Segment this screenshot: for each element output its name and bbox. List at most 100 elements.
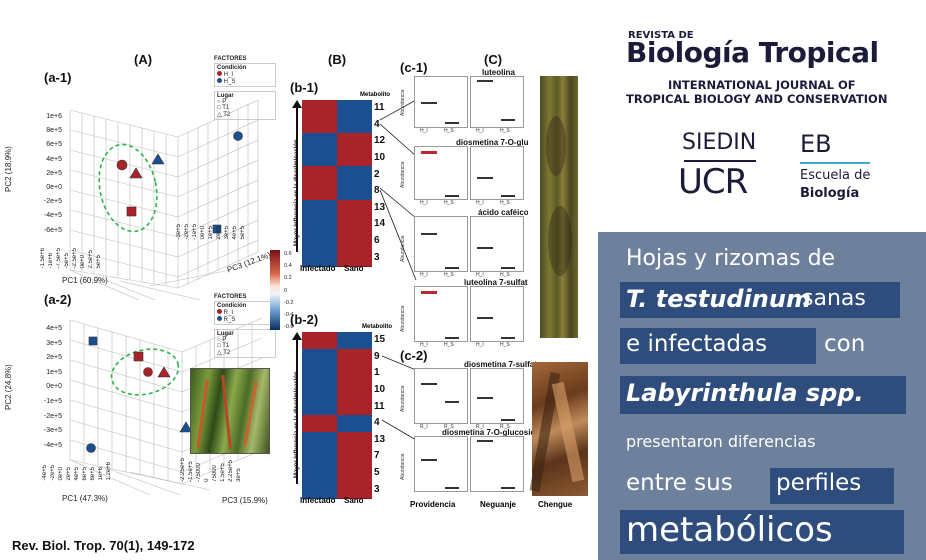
heatmap-metabolite-number: 4 (374, 118, 380, 130)
ucr-logo: UCR (678, 162, 748, 202)
heatmap-cell-infectado (302, 100, 337, 118)
heatmap-cell-sano (337, 183, 372, 201)
heatmap-metabolite-number: 10 (374, 152, 386, 164)
panel-label-A: (A) (134, 52, 153, 67)
heatmap-cell-sano (337, 100, 372, 118)
headline-sanas: sanas (802, 286, 866, 311)
boxplot-panel: luteolina Abundancia H_I H_S H_I H_S dio… (398, 68, 554, 500)
pca2-pc2-label: PC2 (24.8%) (4, 364, 13, 410)
heatmap-row: 1 (302, 365, 380, 383)
pca1-legend: FACTORES Condición H_I H_S Lugar ○ P □ T… (214, 56, 276, 120)
heatmap-cell-infectado (302, 332, 337, 350)
panel-label-a1: (a-1) (44, 70, 72, 85)
heatmap-cell-sano (337, 464, 372, 483)
heatmap-metabolite-number: 8 (374, 185, 380, 197)
journal-revista-de: REVISTA DE (628, 30, 694, 41)
heatmap-row: 4 (302, 116, 380, 135)
pca1-pc1-label: PC1 (60.9%) (62, 276, 108, 285)
headline-species: T. testudinum (626, 285, 811, 313)
pca2-pc1-label: PC1 (47.3%) (62, 494, 108, 503)
pca2-x-ticks: -4e+5 -2e+5 0e+0 2e+5 4e+5 6e+5 8e+5 1e+… (42, 462, 112, 481)
heatmap-metabolite-number: 13 (374, 433, 386, 445)
heatmap-cell-infectado (302, 183, 337, 201)
heatmap-cell-infectado (302, 415, 337, 433)
headline-entre-sus: entre sus (626, 470, 733, 496)
panel-label-c2: (c-2) (400, 348, 428, 363)
panel-label-b1: (b-1) (290, 80, 319, 95)
boxplot-title-diosmetina-glucosido: diosmetina 7-O-glucosido (456, 138, 555, 147)
eb-logo: EB (800, 130, 832, 158)
heatmap-metabolite-number: 13 (374, 201, 386, 213)
headline-highlight-4 (770, 468, 894, 504)
site-label-neguanje: Neguanje (480, 500, 517, 509)
heatmap-row: 13 (302, 431, 385, 450)
heatmap-cell-sano (337, 149, 372, 168)
heatmap-metabolite-number: 6 (374, 235, 380, 247)
headline-presentaron: presentaron diferencias (626, 432, 816, 451)
heatmap-cell-infectado (302, 464, 337, 483)
heatmap-cell-sano (337, 232, 372, 251)
heatmap-b1: 11 4 12 10 2 8 13 14 6 3 (302, 100, 392, 267)
heatmap-cell-sano (337, 216, 372, 234)
site-label-chengue: Chengue (538, 500, 573, 509)
heatmap-metabolite-number: 11 (374, 102, 385, 114)
heatmap-cell-infectado (302, 481, 337, 499)
heatmap-row: 11 (302, 100, 385, 118)
headline-highlight-1 (620, 282, 802, 318)
heatmap-color-scale (270, 250, 280, 330)
pca1-x-ticks: -1.5e+6 -1e+6 -7.5e+5 -5e+5 -2.5e+5 0e+0… (40, 248, 102, 269)
heatmap-metabolite-number: 11 (374, 400, 385, 412)
heatmap-row: 9 (302, 348, 380, 367)
heatmap-cell-sano (337, 249, 372, 267)
headline-con: con (824, 331, 866, 357)
heatmap-cell-infectado (302, 398, 337, 416)
headline-panel: Hojas y rizomas de T. testudinum sanas e… (598, 232, 926, 560)
boxplot-6a (414, 436, 468, 492)
headline-labyrinthula: Labyrinthula spp. (626, 379, 864, 407)
heatmap-b1-axis (292, 100, 304, 252)
heatmap-row: 2 (302, 166, 380, 184)
heatmap-cell-sano (337, 133, 372, 151)
heatmap-metabolite-number: 2 (374, 168, 380, 180)
headline-line-1: Hojas y rizomas de (626, 246, 836, 271)
pca2-legend: FACTORES Condición R_I R_S Lugar ○ P □ T… (214, 294, 276, 358)
heatmap-cell-infectado (302, 348, 337, 367)
journal-sub2: TROPICAL BIOLOGY AND CONSERVATION (626, 92, 888, 106)
seagrass-photo (190, 368, 270, 454)
eb-biologia: Biología (800, 186, 860, 201)
heatmap-cell-sano (337, 332, 372, 350)
boxplot-5a (414, 368, 468, 424)
heatmap-b2-metab-title: Metabolito (362, 324, 392, 330)
heatmap-metabolite-number: 3 (374, 251, 380, 263)
heatmap-b2-col-sano: Sano (344, 496, 364, 505)
heatmap-b1-metab-title: Metabolito (360, 92, 390, 98)
heatmap-row: 8 (302, 183, 380, 201)
heatmap-metabolite-number: 12 (374, 135, 386, 147)
heatmap-metabolite-number: 1 (374, 367, 380, 379)
boxplot-title-diosmetina-glucosido-2: diosmetina 7-O-glucosido (442, 428, 541, 437)
pca-plot-rhizomes (69, 317, 263, 496)
pca2-y-ticks: 4e+5 3e+5 2e+5 1e+5 0e+0 -1e+5 -2e+5 -3e+5 -4e+5 (43, 325, 62, 449)
heatmap-row: 5 (302, 464, 380, 483)
headline-highlight-3 (620, 376, 906, 414)
boxplot-3a (414, 216, 468, 272)
heatmap-b2: 15 9 1 10 11 4 13 7 5 3 (302, 332, 392, 499)
heatmap-cell-infectado (302, 365, 337, 383)
headline-highlight-1b (802, 282, 900, 318)
heatmap-b2-col-infectado: Infectado (300, 496, 336, 505)
heatmap-metabolite-number: 4 (374, 417, 380, 429)
boxplot-title-diosmetina-sulfato: diosmetina 7-sulfato (464, 360, 542, 369)
citation: Rev. Biol. Trop. 70(1), 149-172 (12, 538, 195, 553)
heatmap-cell-infectado (302, 199, 337, 218)
boxplot-2b (470, 146, 524, 200)
eb-escuela: Escuela de (800, 168, 871, 183)
panel-label-c1: (c-1) (400, 60, 428, 75)
boxplot-2a (414, 146, 468, 200)
pca-plot-leaves (69, 99, 259, 300)
heatmap-cell-sano (337, 166, 372, 184)
heatmap-b1-col-sano: Sano (344, 264, 364, 273)
heatmap-row: 11 (302, 398, 385, 416)
heatmap-metabolite-number: 5 (374, 467, 380, 479)
heatmap-row: 10 (302, 381, 385, 400)
headline-infectadas: e infectadas (626, 331, 768, 357)
